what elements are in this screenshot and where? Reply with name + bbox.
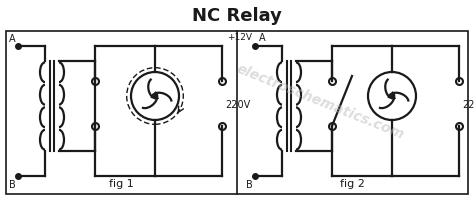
Bar [6,32,468,194]
Text: B: B [246,179,253,189]
Text: 220V: 220V [225,99,250,109]
Text: electroschematics.com: electroschematics.com [234,62,406,142]
Text: fig 1: fig 1 [109,178,134,188]
Text: fig 2: fig 2 [340,178,365,188]
Text: NC Relay: NC Relay [192,7,282,25]
Text: A: A [259,33,265,43]
Text: 220V: 220V [462,99,474,109]
Text: +12V: +12V [227,32,252,41]
Text: B: B [9,179,16,189]
Text: A: A [9,34,16,44]
